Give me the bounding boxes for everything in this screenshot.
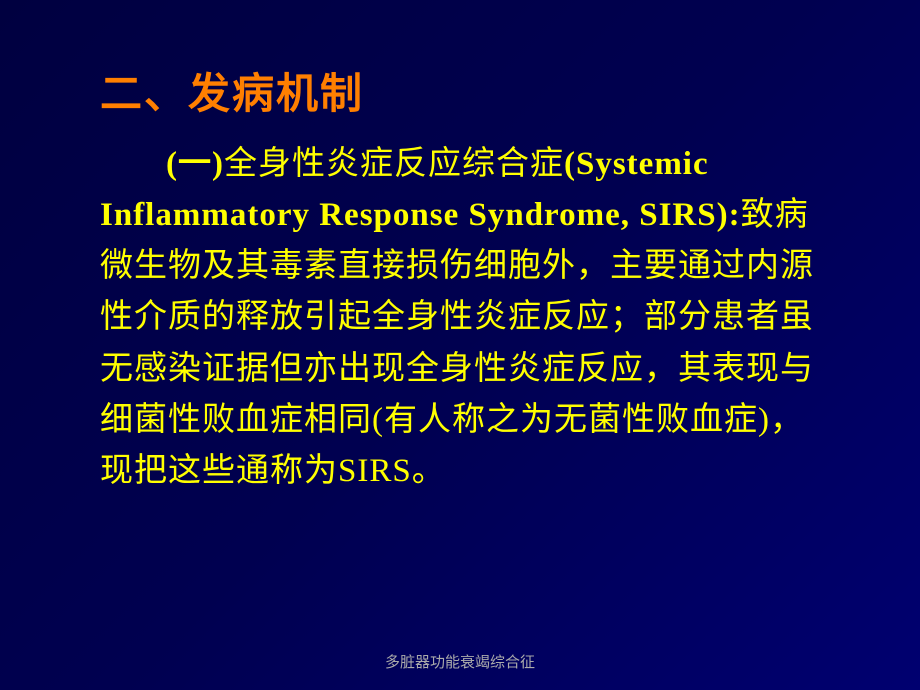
item-number: (一)	[166, 146, 224, 182]
slide-content: 二、发病机制 (一)全身性炎症反应综合症(Systemic Inflammato…	[0, 0, 920, 517]
body-paragraph: (一)全身性炎症反应综合症(Systemic Inflammatory Resp…	[100, 139, 830, 497]
description-text: 致病微生物及其毒素直接损伤细胞外，主要通过内源性介质的释放引起全身性炎症反应；部…	[100, 197, 814, 489]
paren-close: ):	[717, 197, 741, 233]
paren-open: (	[564, 146, 576, 182]
slide-footer: 多脏器功能衰竭综合征	[0, 651, 920, 672]
topic-chinese: 全身性炎症反应综合症	[224, 146, 564, 182]
section-heading: 二、发病机制	[100, 60, 830, 121]
